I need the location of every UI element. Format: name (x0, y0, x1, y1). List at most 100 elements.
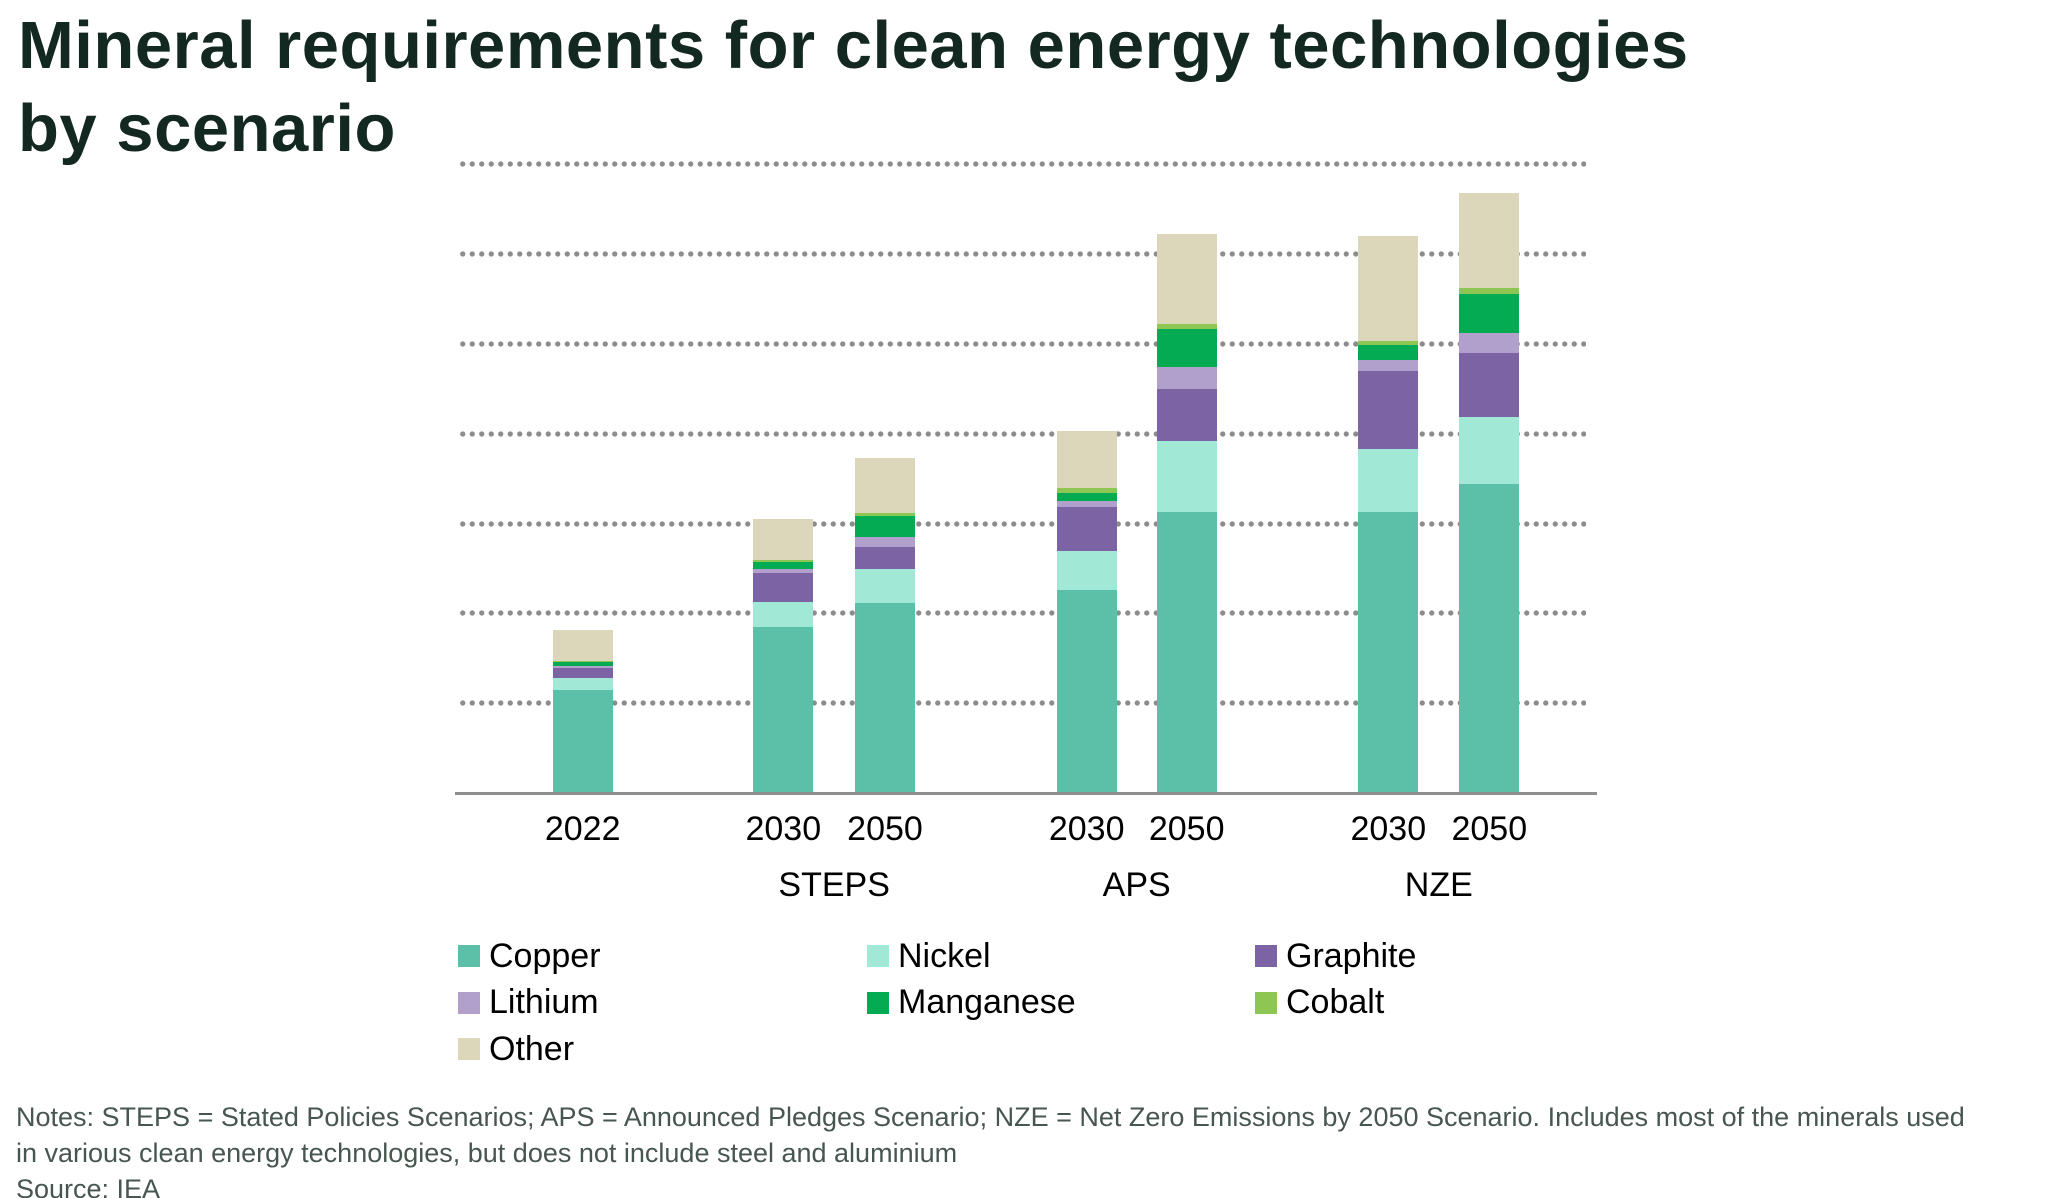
bar-segment-manganese (753, 561, 814, 569)
legend-label: Nickel (898, 936, 991, 975)
legend-swatch-icon (867, 991, 889, 1014)
bar-segment-cobalt (552, 660, 613, 663)
bar-segment-other (1459, 193, 1520, 288)
bar-segment-lithium (1459, 333, 1520, 353)
bar-segment-copper (753, 627, 814, 793)
bar-segment-graphite (1056, 507, 1117, 552)
x-axis-label-year: 2050 (1148, 810, 1225, 848)
bar-segment-manganese (1156, 329, 1217, 367)
bar-segment-other (855, 457, 915, 513)
x-axis-line (455, 792, 1597, 795)
legend-item-copper: Copper (458, 933, 867, 980)
gridline (458, 430, 1586, 437)
chart-title-line2: by scenario (18, 91, 396, 166)
x-axis-label-scenario-nze: NZE (1404, 866, 1473, 904)
bar-segment-lithium (753, 568, 814, 573)
chart-title-line1: Mineral requirements for clean energy te… (18, 8, 1689, 83)
x-axis-label-year: 2030 (1048, 810, 1125, 848)
bar-segment-nickel (753, 602, 814, 628)
bar-segment-lithium (855, 536, 915, 547)
bar-2022 (552, 629, 613, 793)
bar-segment-copper (1358, 512, 1419, 793)
bar-segment-cobalt (1056, 488, 1117, 494)
bar-segment-manganese (855, 516, 915, 537)
legend-item-lithium: Lithium (458, 980, 867, 1027)
bar-segment-lithium (1156, 366, 1217, 390)
notes-source: Source: IEA (16, 1174, 161, 1198)
gridline (458, 520, 1586, 527)
legend-swatch-icon (1255, 991, 1277, 1014)
legend-swatch-icon (1255, 945, 1277, 968)
bar-2050-nze (1459, 193, 1520, 793)
bar-segment-lithium (552, 666, 613, 669)
x-axis-label-scenario-aps: APS (1102, 866, 1171, 904)
legend-item-graphite: Graphite (1255, 933, 1618, 980)
x-axis-label-year: 2050 (1451, 810, 1528, 848)
x-axis-label-year: 2022 (544, 810, 621, 848)
legend-label: Graphite (1286, 936, 1417, 975)
bar-2050-aps (1156, 234, 1217, 793)
bar-segment-nickel (855, 568, 915, 603)
notes-line1: Notes: STEPS = Stated Policies Scenarios… (16, 1102, 1965, 1132)
bar-segment-other (1156, 234, 1217, 324)
bar-segment-graphite (855, 546, 915, 569)
legend: Copper Nickel Graphite Lithium Manganese Coba… (458, 933, 1618, 1073)
bar-2030-aps (1056, 430, 1117, 793)
bar-segment-cobalt (855, 512, 915, 516)
bar-segment-manganese (552, 662, 613, 667)
bar-segment-nickel (1056, 551, 1117, 591)
legend-item-other: Other (458, 1026, 867, 1073)
bar-segment-nickel (1156, 440, 1217, 513)
bar-2030-nze (1358, 236, 1419, 793)
bar-segment-copper (1459, 484, 1520, 793)
plot-area (455, 120, 1597, 795)
legend-swatch-icon (867, 945, 889, 968)
bar-segment-copper (1156, 512, 1217, 793)
legend-label: Manganese (898, 983, 1076, 1022)
bar-segment-cobalt (1459, 287, 1520, 294)
bar-segment-nickel (1358, 449, 1419, 513)
legend-swatch-icon (458, 991, 480, 1014)
bar-segment-nickel (552, 678, 613, 690)
x-axis-labels: 2022 2030 2050 2030 2050 2030 2050 STEPS APS NZE (458, 810, 1588, 920)
x-axis-label-year: 2030 (745, 810, 822, 848)
bar-segment-other (552, 629, 613, 661)
bar-segment-manganese (1358, 344, 1419, 360)
chart-notes: Notes: STEPS = Stated Policies Scenarios… (16, 1099, 2036, 1198)
legend-item-nickel: Nickel (867, 933, 1255, 980)
chart-title: Mineral requirements for clean energy te… (18, 4, 2028, 170)
bar-segment-manganese (1056, 493, 1117, 502)
gridline (458, 341, 1586, 347)
x-axis-label-year: 2050 (847, 810, 923, 848)
legend-label: Copper (489, 936, 601, 975)
bar-segment-lithium (1358, 359, 1419, 372)
legend-swatch-icon (458, 1038, 480, 1061)
legend-label: Other (489, 1029, 575, 1068)
bar-segment-other (1358, 236, 1419, 342)
bar-segment-cobalt (1358, 341, 1419, 345)
legend-label: Lithium (489, 983, 599, 1022)
bar-segment-copper (552, 689, 613, 793)
legend-item-manganese: Manganese (867, 980, 1255, 1027)
bar-segment-other (1056, 430, 1117, 489)
bar-2030-steps (753, 518, 814, 793)
bar-segment-lithium (1056, 501, 1117, 508)
bar-segment-nickel (1459, 416, 1520, 485)
legend-label: Cobalt (1286, 983, 1385, 1022)
gridline (458, 251, 1586, 258)
legend-swatch-icon (458, 945, 480, 968)
bar-segment-copper (1056, 590, 1117, 793)
bar-segment-manganese (1459, 293, 1520, 334)
gridline (458, 161, 1586, 168)
bar-segment-graphite (1459, 353, 1520, 417)
bar-segment-graphite (552, 668, 613, 679)
bar-segment-cobalt (753, 560, 814, 562)
bar-segment-copper (855, 602, 915, 793)
gridline (458, 610, 1586, 617)
x-axis-label-scenario-steps: STEPS (778, 866, 890, 904)
gridline (458, 700, 1586, 707)
bar-segment-graphite (1358, 371, 1419, 450)
bar-segment-graphite (753, 572, 814, 603)
notes-line2: in various clean energy technologies, bu… (16, 1138, 958, 1168)
